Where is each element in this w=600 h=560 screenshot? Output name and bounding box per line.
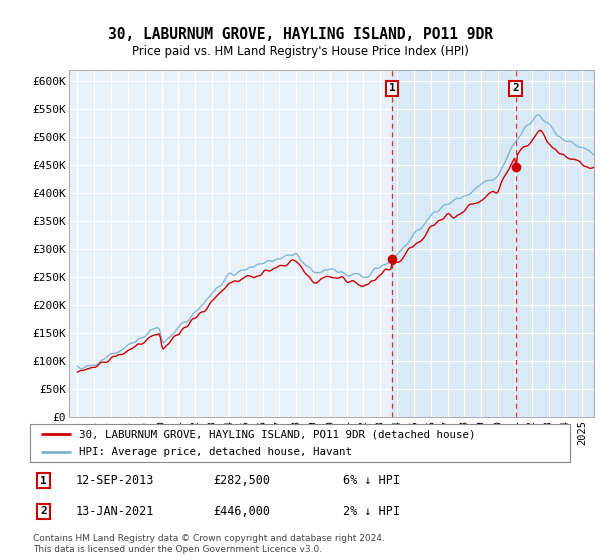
Text: This data is licensed under the Open Government Licence v3.0.: This data is licensed under the Open Gov…	[33, 545, 322, 554]
Text: 6% ↓ HPI: 6% ↓ HPI	[343, 474, 400, 487]
Text: 2% ↓ HPI: 2% ↓ HPI	[343, 505, 400, 518]
Text: 13-JAN-2021: 13-JAN-2021	[76, 505, 154, 518]
Text: Price paid vs. HM Land Registry's House Price Index (HPI): Price paid vs. HM Land Registry's House …	[131, 45, 469, 58]
Text: 12-SEP-2013: 12-SEP-2013	[76, 474, 154, 487]
Text: HPI: Average price, detached house, Havant: HPI: Average price, detached house, Hava…	[79, 447, 352, 457]
Text: 1: 1	[40, 475, 47, 486]
Text: £446,000: £446,000	[214, 505, 271, 518]
Text: 2: 2	[512, 83, 519, 94]
Text: 30, LABURNUM GROVE, HAYLING ISLAND, PO11 9DR (detached house): 30, LABURNUM GROVE, HAYLING ISLAND, PO11…	[79, 429, 475, 439]
Text: Contains HM Land Registry data © Crown copyright and database right 2024.: Contains HM Land Registry data © Crown c…	[33, 534, 385, 543]
Text: 30, LABURNUM GROVE, HAYLING ISLAND, PO11 9DR: 30, LABURNUM GROVE, HAYLING ISLAND, PO11…	[107, 27, 493, 42]
Text: £282,500: £282,500	[214, 474, 271, 487]
Text: 1: 1	[389, 83, 395, 94]
Bar	[392, 70, 594, 417]
Text: 2: 2	[40, 506, 47, 516]
